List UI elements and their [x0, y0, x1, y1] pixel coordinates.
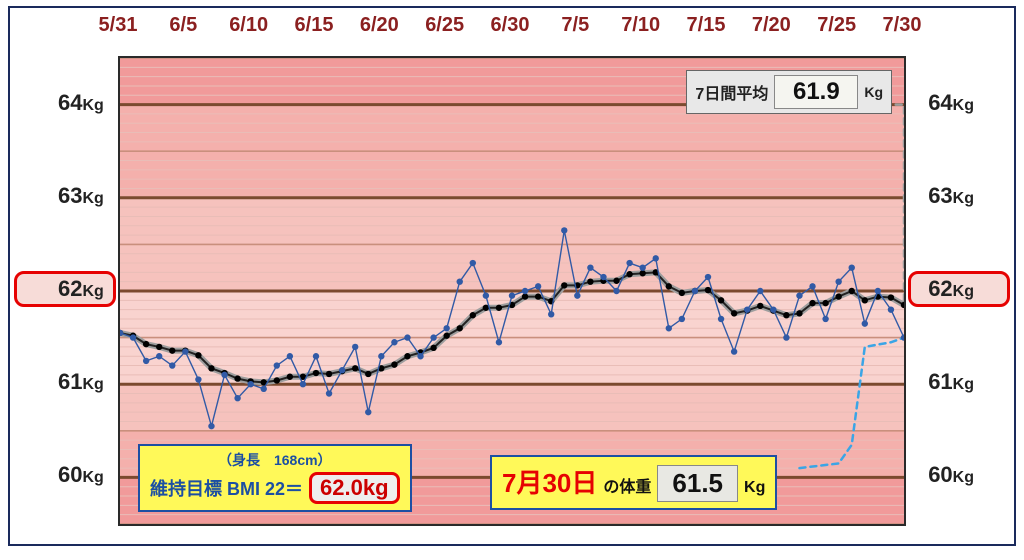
x-tick-label: 5/31 — [99, 14, 138, 37]
y-tick-label: 62Kg — [928, 276, 974, 302]
x-tick-label: 6/30 — [491, 14, 530, 37]
goal-value: 62.0kg — [309, 472, 400, 504]
avg7-legend: 7日間平均 61.9 Kg — [686, 70, 892, 114]
goal-box: （身長 168cm） 維持目標 BMI 22＝ 62.0kg — [138, 444, 412, 512]
y-tick-label: 64Kg — [58, 90, 104, 116]
avg7-label: 7日間平均 — [695, 80, 768, 104]
y-tick-label: 63Kg — [58, 183, 104, 209]
y-tick-label: 60Kg — [928, 462, 974, 488]
y-tick-label: 60Kg — [58, 462, 104, 488]
y-tick-label: 63Kg — [928, 183, 974, 209]
current-box: 7月30日 の体重 61.5 Kg — [490, 455, 777, 510]
x-tick-label: 7/15 — [687, 14, 726, 37]
avg7-unit: Kg — [864, 84, 883, 100]
x-tick-label: 7/5 — [561, 14, 589, 37]
y-tick-label: 62Kg — [58, 276, 104, 302]
x-tick-label: 7/30 — [883, 14, 922, 37]
avg7-value: 61.9 — [774, 75, 858, 109]
current-unit: Kg — [744, 479, 765, 497]
x-tick-label: 7/20 — [752, 14, 791, 37]
current-value: 61.5 — [657, 465, 738, 502]
y-tick-label: 61Kg — [928, 369, 974, 395]
x-tick-label: 7/25 — [817, 14, 856, 37]
y-tick-label: 61Kg — [58, 369, 104, 395]
x-tick-label: 6/20 — [360, 14, 399, 37]
x-tick-label: 7/10 — [621, 14, 660, 37]
current-date: 7月30日 — [502, 463, 597, 500]
current-suffix: の体重 — [603, 473, 651, 497]
x-tick-label: 6/5 — [169, 14, 197, 37]
y-tick-label: 64Kg — [928, 90, 974, 116]
x-tick-label: 6/15 — [295, 14, 334, 37]
chart-frame: 5/31 6/5 6/10 6/15 6/20 6/25 6/30 7/5 7/10 7/15 7/… — [8, 6, 1016, 546]
goal-height: （身長 168cm） — [150, 450, 400, 470]
x-tick-label: 6/10 — [229, 14, 268, 37]
x-axis-labels: 5/31 6/5 6/10 6/15 6/20 6/25 6/30 7/5 7/10 7/15 7/… — [10, 14, 1014, 44]
goal-text: 維持目標 BMI 22＝ — [150, 475, 303, 501]
x-tick-label: 6/25 — [425, 14, 464, 37]
